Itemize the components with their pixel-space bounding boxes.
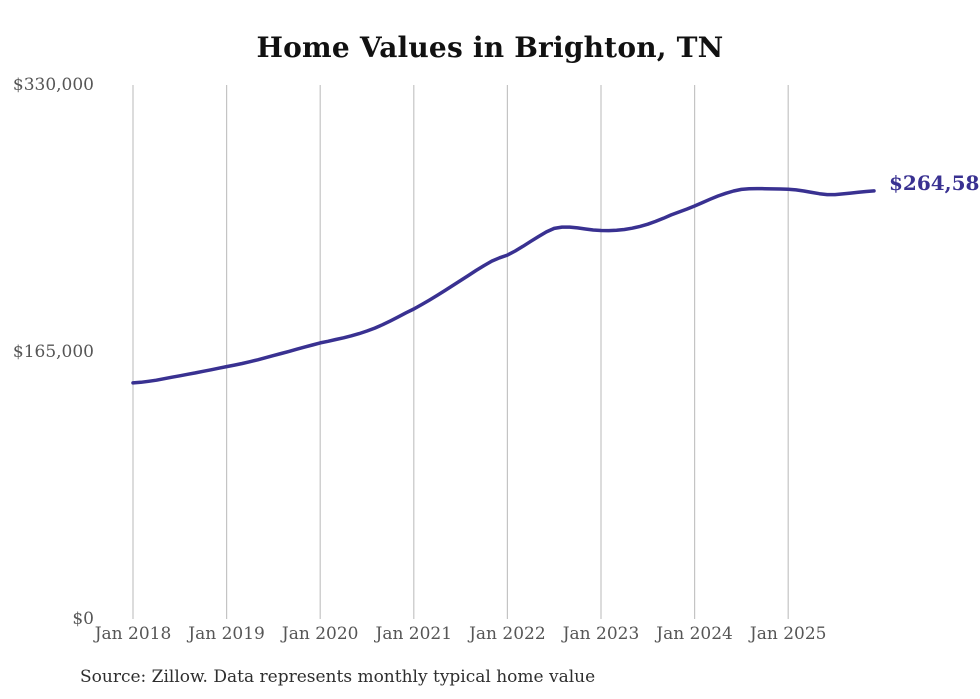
vertical-gridlines [132,85,789,619]
x-axis-tick-label: Jan 2023 [562,624,640,644]
y-axis-tick-label: $0 [72,609,94,629]
y-axis-tick-label: $165,000 [12,342,94,362]
y-axis-tick-label: $330,000 [12,75,94,95]
x-axis-tick-label: Jan 2020 [281,624,359,644]
x-axis-tick-label: Jan 2021 [375,624,453,644]
latest-value-label: $264,584 [889,171,980,195]
source-note: Source: Zillow. Data represents monthly … [80,667,596,687]
x-axis-tick-label: Jan 2024 [656,624,733,644]
x-axis-tick-label: Jan 2025 [749,624,827,644]
home-value-line-series [131,186,876,385]
x-axis-tick-label: Jan 2022 [469,624,546,644]
x-axis-tick-label: Jan 2018 [94,624,172,644]
chart-title: Home Values in Brighton, TN [256,31,724,64]
x-axis-tick-label: Jan 2019 [188,624,265,644]
